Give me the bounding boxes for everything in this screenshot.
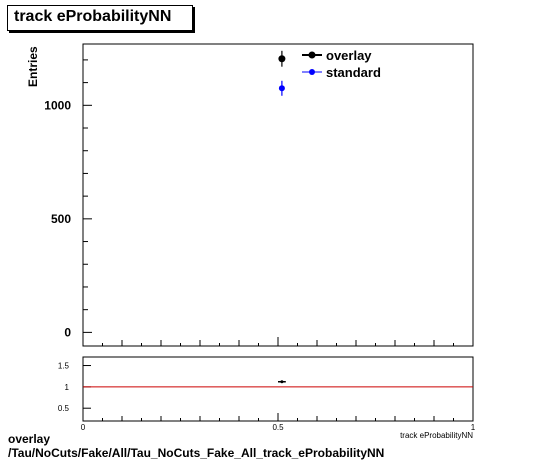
- main-y-axis: 0 500 1000: [44, 59, 92, 339]
- legend-marker-standard: [309, 69, 315, 75]
- y-tick-label: 500: [51, 212, 71, 226]
- ratio-y-tick-label: 1: [65, 383, 70, 392]
- ratio-series: [83, 380, 473, 388]
- legend-label-overlay: overlay: [326, 48, 372, 63]
- legend-marker-overlay: [308, 51, 316, 59]
- data-point-overlay: [278, 55, 286, 63]
- data-point-standard: [278, 85, 285, 92]
- footer-line-2: /Tau/NoCuts/Fake/All/Tau_NoCuts_Fake_All…: [8, 446, 385, 460]
- ratio-x-tick-label: 0: [81, 423, 86, 432]
- main-plot-frame: [82, 43, 474, 347]
- ratio-point: [280, 380, 284, 384]
- footer-line-1: overlay: [8, 432, 51, 446]
- ratio-y-tick-label: 1.5: [58, 362, 70, 371]
- ratio-plot-frame: [82, 356, 474, 422]
- main-series: [278, 50, 286, 96]
- footer: overlay /Tau/NoCuts/Fake/All/Tau_NoCuts_…: [8, 432, 384, 460]
- title-box: track eProbabilityNN: [7, 5, 193, 31]
- legend-label-standard: standard: [326, 65, 381, 80]
- main-x-ticks: [82, 337, 474, 346]
- ratio-x-axis: 0 0.5 1: [81, 413, 476, 432]
- ratio-x-axis-label: track eProbabilityNN: [400, 431, 473, 440]
- ratio-x-tick-label: 1: [471, 423, 476, 432]
- ratio-x-tick-label: 0.5: [272, 423, 284, 432]
- ratio-y-tick-label: 0.5: [58, 404, 70, 413]
- y-tick-label: 0: [64, 325, 71, 339]
- y-axis-label: Entries: [26, 46, 40, 87]
- legend: overlay standard: [302, 48, 381, 80]
- chart-title: track eProbabilityNN: [14, 8, 172, 25]
- y-tick-label: 1000: [44, 98, 71, 112]
